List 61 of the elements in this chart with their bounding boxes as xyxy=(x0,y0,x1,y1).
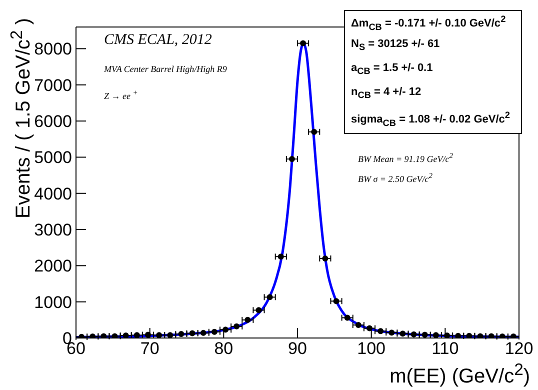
x-axis-title: m(EE) (GeV/c$^{2}$) xyxy=(390,360,530,389)
x-tick-label: 80 xyxy=(214,339,234,358)
x-tick-label: 110 xyxy=(432,339,459,358)
x-tick-label: 90 xyxy=(288,339,307,358)
y-tick-label: 3000 xyxy=(34,220,72,240)
annotation: n$_{CB}$ = 4 +/- 12 xyxy=(351,86,422,100)
y-tick-label: 4000 xyxy=(34,184,72,204)
y-tick-label: 5000 xyxy=(34,148,72,168)
y-tick-label: 8000 xyxy=(34,40,72,59)
point xyxy=(222,326,229,333)
point xyxy=(134,332,140,338)
point xyxy=(378,328,384,334)
point xyxy=(200,330,206,336)
point xyxy=(300,40,306,46)
point xyxy=(410,331,417,338)
point xyxy=(256,307,262,314)
point xyxy=(444,332,450,338)
y-tick-label: 1000 xyxy=(34,292,72,312)
y-tick-label: 7000 xyxy=(34,76,72,95)
point xyxy=(211,328,218,335)
point xyxy=(311,128,318,135)
point xyxy=(355,322,362,328)
point xyxy=(112,333,118,338)
annotation: BW Mean = 91.19 GeV/c$^{2}$ xyxy=(358,151,454,164)
point xyxy=(322,255,328,262)
annotation: CMS ECAL, 2012 xyxy=(104,32,212,49)
point xyxy=(122,332,129,338)
point xyxy=(288,156,295,162)
point xyxy=(234,323,240,330)
x-tick-label: 100 xyxy=(357,339,386,358)
annotation: MVA Center Barrel High/High R9 xyxy=(104,64,227,74)
point xyxy=(156,332,162,338)
y-tick-label: 2000 xyxy=(34,256,72,276)
point xyxy=(178,331,184,338)
point xyxy=(422,332,428,338)
point xyxy=(366,325,372,332)
annotation: a$_{CB}$ = 1.5 +/- 0.1 xyxy=(351,62,433,76)
point xyxy=(189,330,196,336)
annotation: BW σ = 2.50 GeV/c$^{2}$ xyxy=(358,171,432,184)
annotation: sigma$_{CB}$ = 1.08 +/- 0.02 GeV/c$^{2}$ xyxy=(351,110,510,128)
point xyxy=(455,332,462,338)
point xyxy=(100,333,107,338)
point xyxy=(388,330,395,336)
x-tick-label: 70 xyxy=(140,339,160,358)
point xyxy=(333,298,340,304)
annotation: N$_{S}$ = 30125 +/- 61 xyxy=(351,38,440,52)
point xyxy=(477,333,484,338)
x-tick-label: 120 xyxy=(504,339,534,358)
point xyxy=(144,332,151,338)
point xyxy=(466,332,472,338)
point xyxy=(266,294,273,300)
point xyxy=(488,333,494,338)
point xyxy=(344,314,350,321)
point xyxy=(244,316,251,323)
point xyxy=(400,330,406,337)
annotation: Δm$_{CB}$ = -0.171 +/- 0.10 GeV/c$^{2}$ xyxy=(351,14,506,32)
annotation: Z → ee $^{+}$ xyxy=(104,88,138,101)
y-tick-label: 6000 xyxy=(34,112,72,132)
point xyxy=(432,332,439,338)
point xyxy=(278,254,284,260)
point xyxy=(167,332,174,338)
